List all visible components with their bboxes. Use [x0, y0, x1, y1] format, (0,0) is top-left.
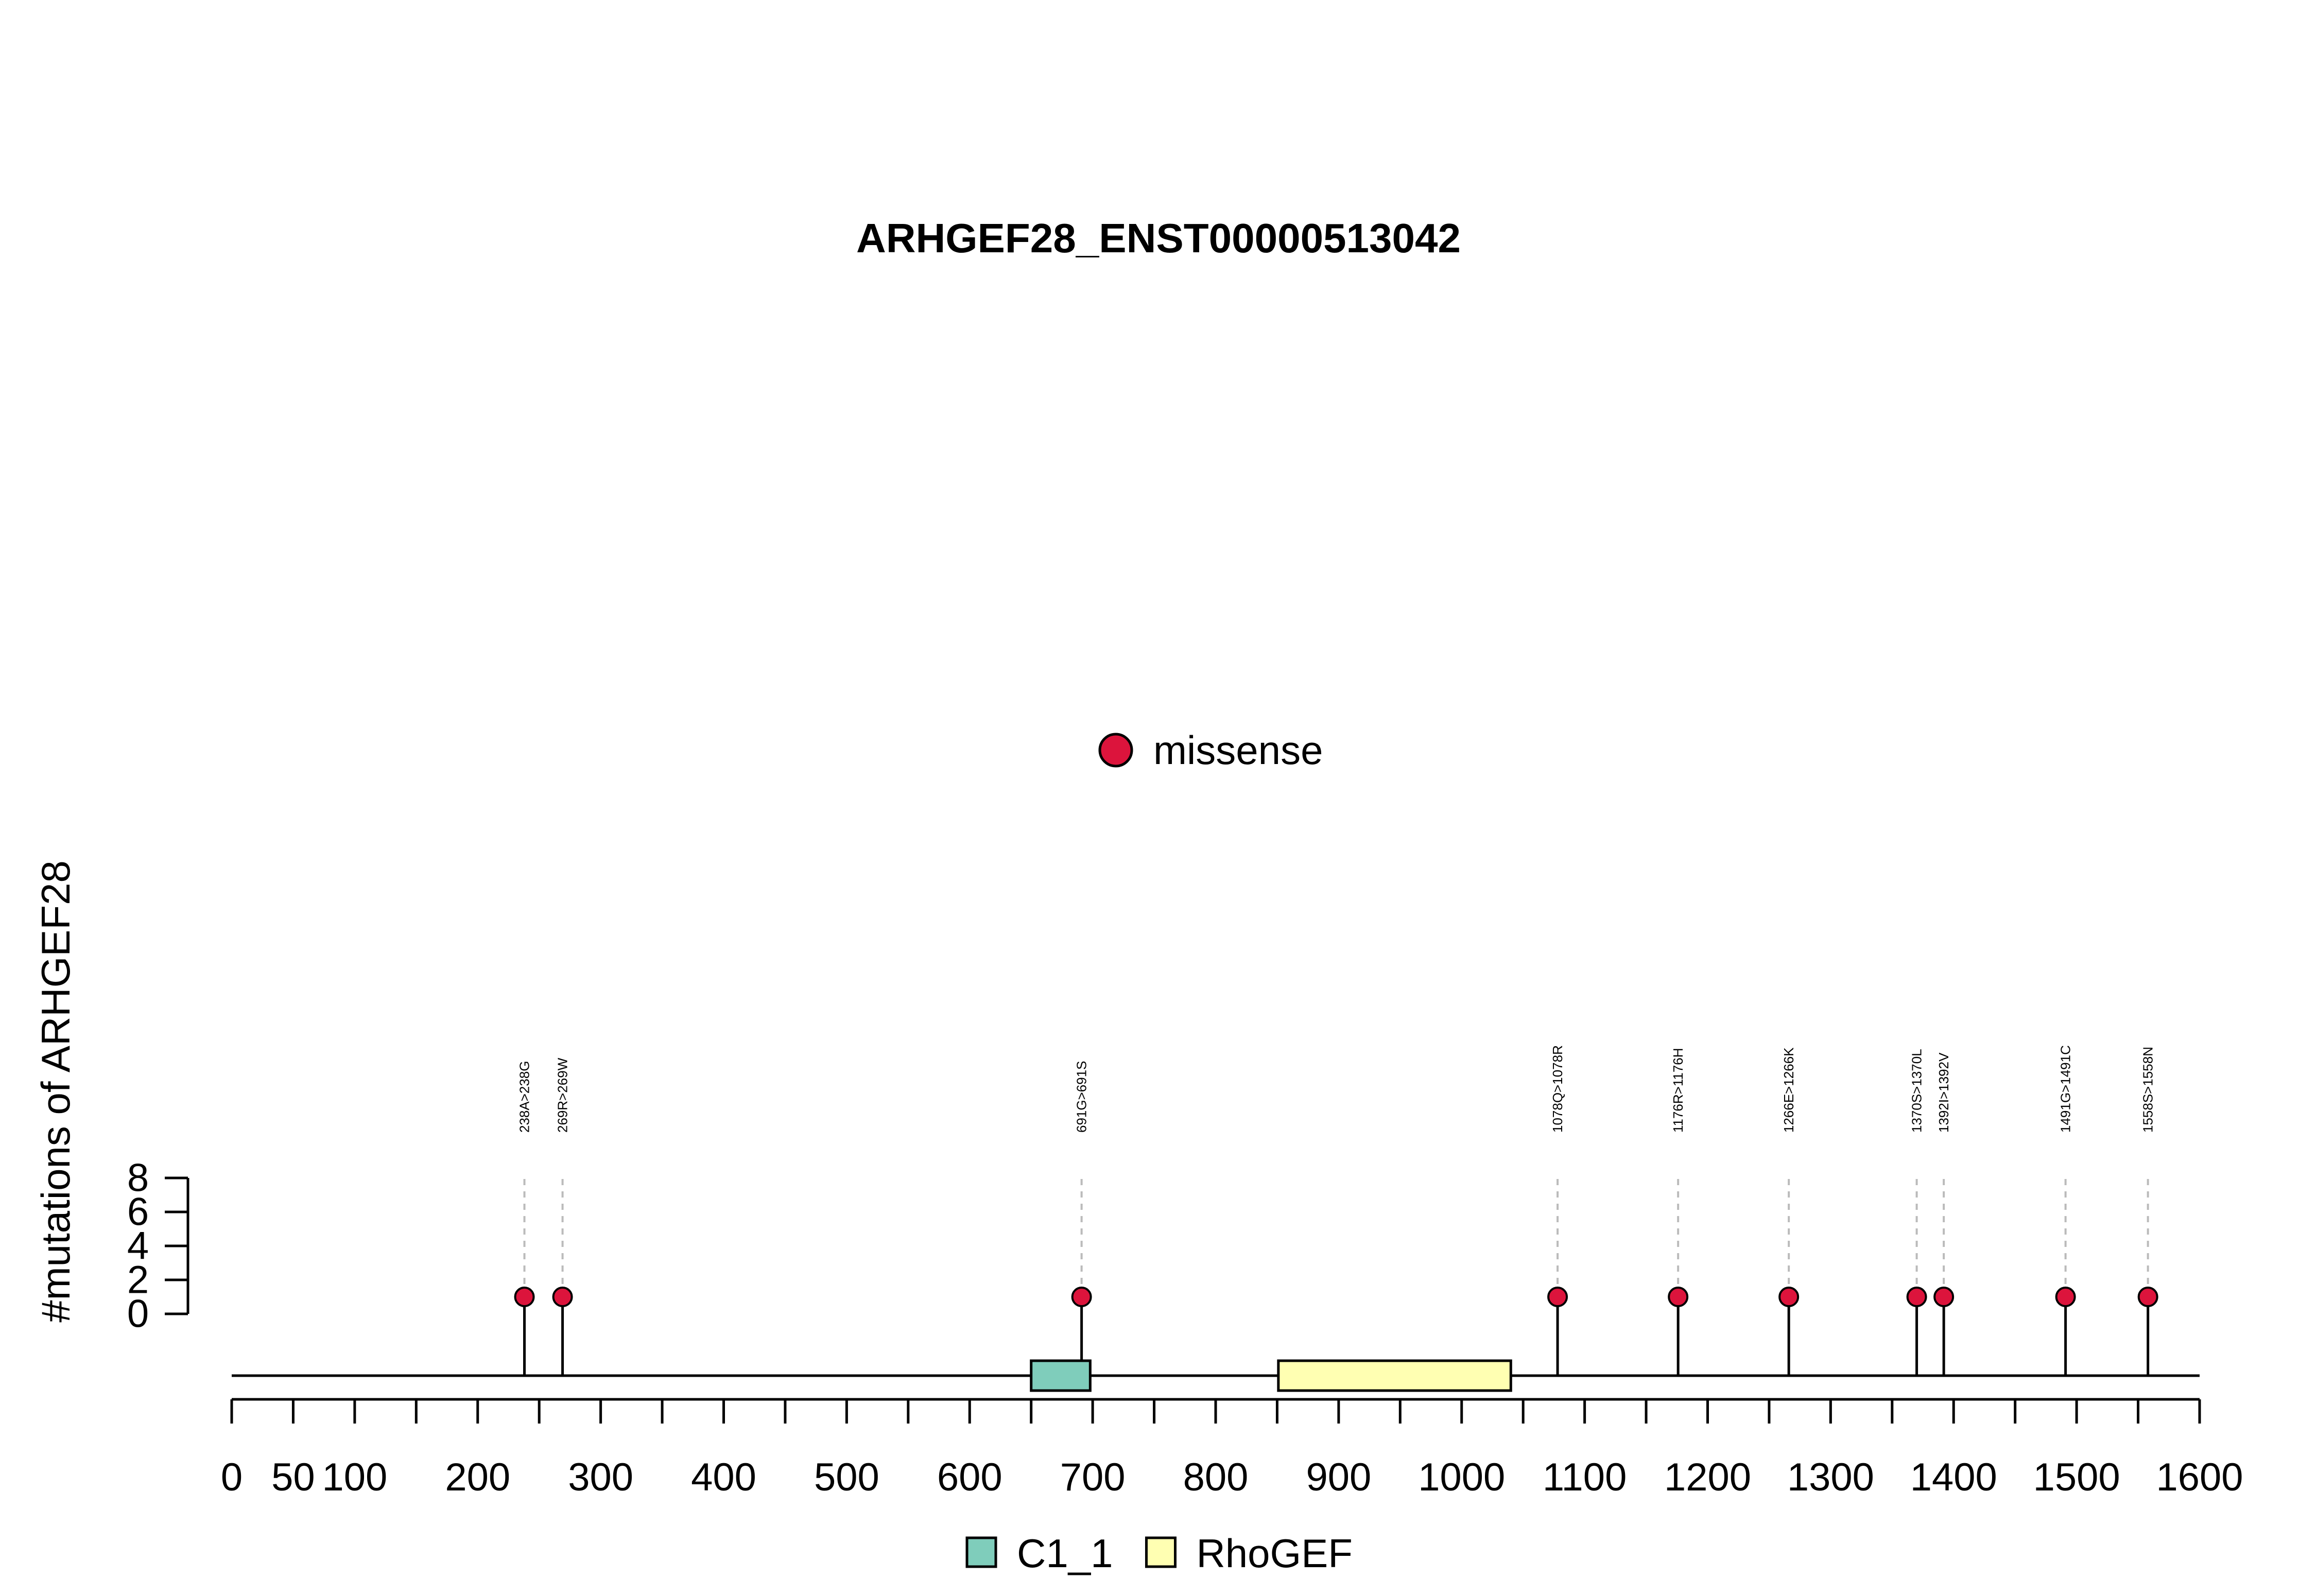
x-tick-label: 800: [1183, 1455, 1249, 1499]
mutation-lollipops: 238A>238G 269R>269W 691G>691S 1078Q>1078R 11…: [514, 1045, 2158, 1376]
domain-box: [1277, 1359, 1512, 1392]
mutation-point: [1778, 1287, 1800, 1307]
y-tick-label: 4: [127, 1224, 149, 1268]
mutation-label: 269R>269W: [555, 1057, 570, 1133]
mutation-point: [1547, 1287, 1568, 1307]
mutation-label: 1491G>1491C: [2058, 1045, 2073, 1133]
mutation-point: [1071, 1287, 1092, 1307]
mutation-label: 691G>691S: [1074, 1061, 1090, 1133]
x-tick-label: 100: [322, 1455, 387, 1499]
mutation-point: [514, 1287, 535, 1307]
x-tick-label: 700: [1060, 1455, 1126, 1499]
y-tick-label: 0: [127, 1292, 149, 1336]
mutation-point: [2137, 1287, 2158, 1307]
mutation-type-legend: missense: [1098, 727, 1323, 773]
x-tick-label: 400: [691, 1455, 756, 1499]
x-tick-label: 1300: [1787, 1455, 1874, 1499]
mutation-label: 1370S>1370L: [1909, 1049, 1925, 1133]
x-tick-label: 1500: [2033, 1455, 2120, 1499]
x-tick-label: 1000: [1418, 1455, 1505, 1499]
mutation-point: [552, 1287, 573, 1307]
y-tick-label: 8: [127, 1156, 149, 1200]
x-tick-label: 1600: [2156, 1455, 2243, 1499]
x-tick-label: 50: [271, 1455, 315, 1499]
domain-legend-label: RhoGEF: [1196, 1531, 1352, 1576]
x-tick-label: 1400: [1910, 1455, 1997, 1499]
x-tick-label: 200: [445, 1455, 510, 1499]
mutation-label: 1176R>1176H: [1670, 1048, 1686, 1133]
missense-legend-marker: [1098, 733, 1133, 768]
mutation-point: [2055, 1287, 2076, 1307]
chart-title: ARHGEF28_ENST00000513042: [856, 215, 1461, 261]
domain-legend-label: C1_1: [1017, 1531, 1113, 1576]
x-tick-label: 500: [814, 1455, 879, 1499]
missense-legend-label: missense: [1153, 727, 1323, 773]
y-axis-label: #mutations of ARHGEF28: [33, 860, 78, 1322]
domain-legend-swatch: [1145, 1536, 1177, 1568]
mutation-label: 1266E>1266K: [1781, 1047, 1796, 1133]
x-axis: 0 50 100 200 300 400 500 600 700 800 900 1000 1100 12…: [221, 1398, 2243, 1499]
x-tick-label: 600: [937, 1455, 1002, 1499]
x-tick-label: 300: [568, 1455, 633, 1499]
x-tick-label: 1100: [1543, 1455, 1627, 1499]
y-tick-label: 6: [127, 1190, 149, 1234]
mutation-label: 1558S>1558N: [2140, 1047, 2156, 1133]
x-tick-label: 1200: [1664, 1455, 1751, 1499]
mutation-label: 238A>238G: [517, 1061, 532, 1133]
x-tick-label: 0: [221, 1455, 243, 1499]
domain-legend: C1_1 RhoGEF: [965, 1531, 1353, 1576]
domain-legend-swatch: [965, 1536, 997, 1568]
mutation-point: [1668, 1287, 1689, 1307]
mutation-point: [1906, 1287, 1927, 1307]
protein-domains: [1030, 1359, 1512, 1392]
domain-box: [1030, 1359, 1092, 1392]
mutation-label: 1392I>1392V: [1936, 1052, 1951, 1133]
mutation-point: [1933, 1287, 1955, 1307]
mutation-label: 1078Q>1078R: [1550, 1045, 1565, 1133]
x-tick-label: 900: [1306, 1455, 1371, 1499]
y-tick-label: 2: [127, 1258, 149, 1302]
